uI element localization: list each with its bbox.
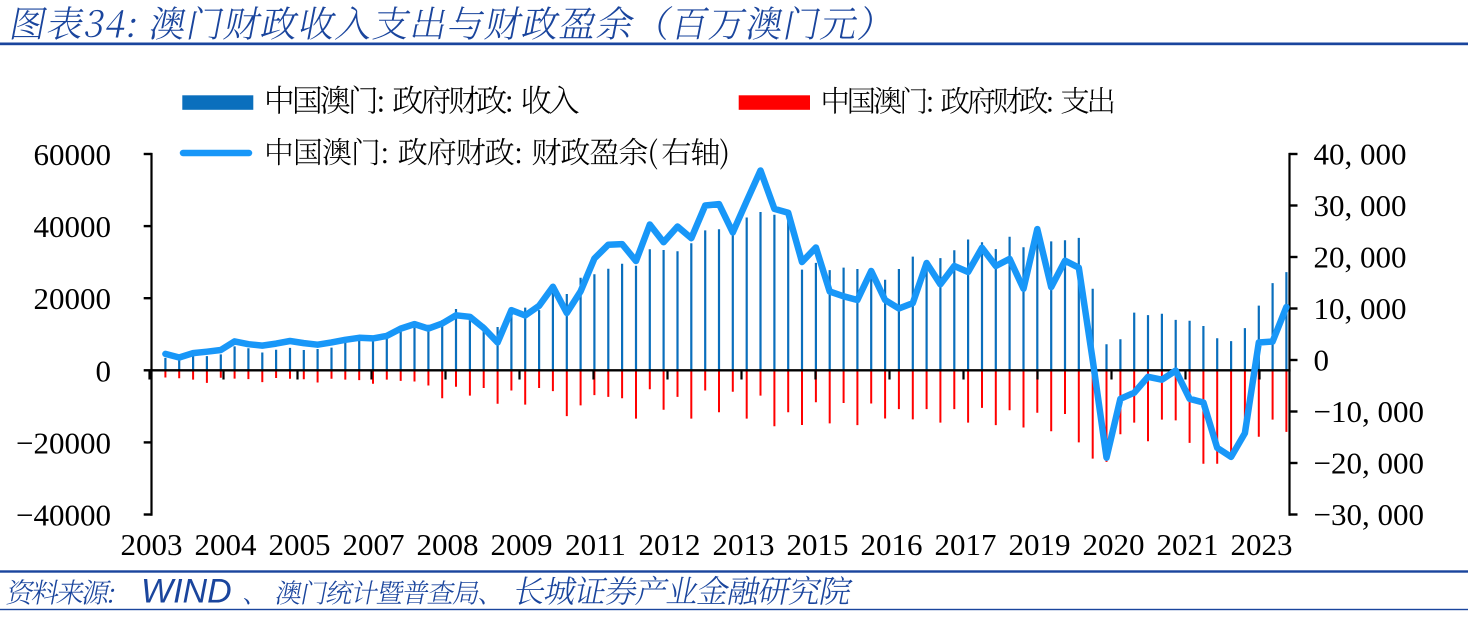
svg-text:2017: 2017 [935,527,997,562]
svg-text:30, 000: 30, 000 [1314,188,1407,223]
svg-text:2016: 2016 [861,527,923,562]
svg-text:2011: 2011 [565,527,626,562]
svg-text:−20000: −20000 [16,425,111,460]
svg-text:−20, 000: −20, 000 [1314,445,1424,480]
svg-text:20, 000: 20, 000 [1314,239,1407,274]
svg-text:2019: 2019 [1009,527,1071,562]
svg-text:2008: 2008 [417,527,479,562]
svg-text:10, 000: 10, 000 [1314,291,1407,326]
svg-text:2021: 2021 [1157,527,1219,562]
svg-text:2004: 2004 [195,527,258,562]
svg-text:2015: 2015 [787,527,849,562]
svg-text:40, 000: 40, 000 [1314,136,1407,171]
svg-text:20000: 20000 [34,281,112,316]
svg-text:2009: 2009 [491,527,553,562]
svg-text:2020: 2020 [1083,527,1145,562]
svg-text:0: 0 [96,353,112,388]
svg-text:2013: 2013 [713,527,775,562]
svg-text:60000: 60000 [34,137,112,172]
svg-text:40000: 40000 [34,209,112,244]
svg-text:−40000: −40000 [16,498,111,533]
svg-text:2005: 2005 [269,527,331,562]
svg-text:−30, 000: −30, 000 [1314,497,1424,532]
svg-text:−10, 000: −10, 000 [1314,394,1424,429]
svg-text:WIND: WIND [141,573,232,611]
svg-text:2012: 2012 [639,527,701,562]
svg-text:0: 0 [1314,342,1330,377]
svg-text:2007: 2007 [343,527,405,562]
svg-text:2023: 2023 [1231,527,1293,562]
svg-text:2003: 2003 [121,527,183,562]
